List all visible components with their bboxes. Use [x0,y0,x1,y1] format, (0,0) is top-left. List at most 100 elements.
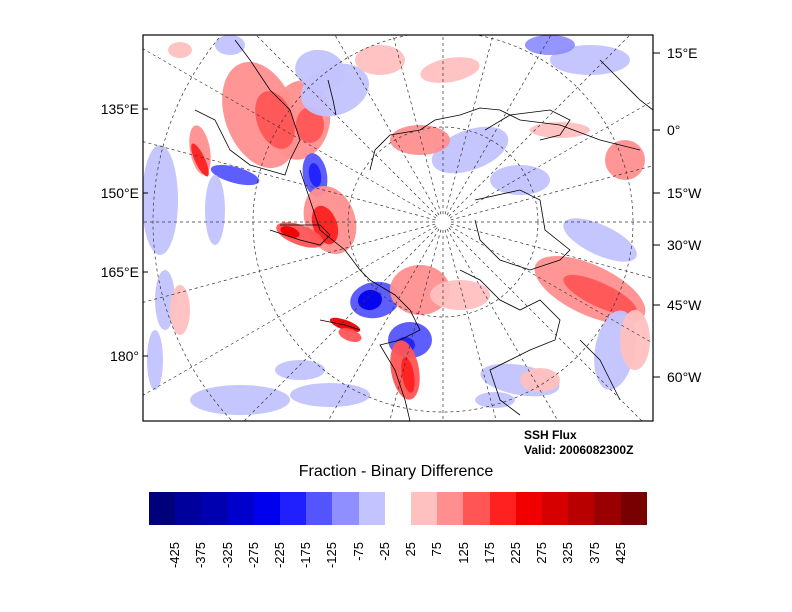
colorbar-swatch [280,492,307,525]
colorbar-swatch [542,492,569,525]
colorbar-tick-label: -425 [167,542,183,569]
colorbar [149,492,647,525]
colorbar-swatch [332,492,359,525]
meridian-line [446,35,552,216]
lon-label-left: 180° [110,348,139,364]
field-contour-patch [563,274,637,316]
colorbar-swatch [568,492,595,525]
colorbar-tick-label: -325 [219,542,235,569]
coastline [484,109,571,141]
colorbar-tick-label: -75 [350,542,366,561]
coastline [299,169,421,421]
colorbar-tick-label: 275 [534,542,550,564]
map-frame [142,34,654,422]
colorbar-swatch [620,492,647,525]
colorbar-swatch [463,492,490,525]
field-contour-patch [168,42,192,58]
field-contour-patch [215,35,245,55]
colorbar-tick-label: 425 [612,542,628,564]
field-contour-patch [295,49,345,91]
meridian-line [143,141,436,221]
colorbar-swatch [253,492,281,525]
coastline [369,107,641,171]
field-contour-patch [358,289,382,311]
lat-lon-grid [143,35,653,421]
coastline [459,269,561,416]
lon-label-left: 135°E [100,101,139,117]
colorbar-tick-label: 325 [560,542,576,564]
colorbar-swatch [411,492,438,525]
lon-label-right: 45°W [667,297,702,313]
field-contour-patch [191,143,209,177]
meridian-line [448,35,631,217]
lon-label-right: 15°W [667,185,702,201]
colorbar-tick-label: -275 [245,542,261,569]
colorbar-tick-label: -375 [193,542,209,569]
parallel-circle [152,35,232,421]
lon-label-left: 165°E [100,264,139,280]
field-contour-patch [205,175,225,245]
colorbar-tick-label: 75 [429,542,445,557]
colorbar-swatch [515,492,543,525]
coastline [599,59,653,111]
coastline [474,189,571,271]
field-contour-patch [525,35,575,55]
colorbar-swatch [227,492,254,525]
field-contour-patch [401,357,415,393]
colorbar-swatch [306,492,333,525]
field-contour-patch [520,368,560,392]
parallel-circle [252,35,634,413]
plot-valid-time: Valid: 2006082300Z [524,443,634,457]
field-contour-patch [255,91,295,149]
colorbar-tick-label: -125 [324,542,340,569]
coastline [194,39,301,176]
lon-label-right: 30°W [667,237,702,253]
meridian-line [450,223,653,279]
meridian-line [446,228,559,421]
colorbar-tick-label: -25 [376,542,392,561]
field-contour-patch [190,385,290,415]
coastlines [194,39,653,421]
field-contour-patch [490,165,550,195]
meridian-line [143,48,437,219]
field-contour-patch [355,45,405,75]
colorbar-tick-label: 125 [455,542,471,564]
field-contour-patch [155,270,175,330]
colorbar-swatch [201,492,228,525]
colorbar-swatch [358,492,385,525]
field-contour-patch [430,280,490,310]
meridian-line [255,35,438,217]
colorbar-tick-label: 25 [403,542,419,557]
colorbar-tick-label: -175 [298,542,314,569]
field-contour-patch [530,122,590,138]
coastline [327,79,337,116]
colorbar-title: Fraction - Binary Difference [298,463,494,480]
coastline [579,339,621,401]
colorbar-swatch [437,492,464,525]
field-contour-patch [290,383,370,407]
field-contour-patch [550,45,630,75]
field-contour-patch [563,218,637,262]
colorbar-tick-label: 225 [507,542,523,564]
colorbar-swatch [594,492,621,525]
field-contour-patch [431,126,509,174]
colorbar-tick-label: -225 [272,542,288,569]
meridian-line [450,165,653,221]
lon-label-right: 60°W [667,369,702,385]
field-contour-patch [338,328,362,342]
field-contour-patch [143,145,178,255]
meridian-line [392,35,442,215]
coastline [269,224,331,246]
plot-title-variable: SSH Flux [524,428,577,442]
field-contour-patch [475,392,515,408]
field-contour-patch [296,107,324,143]
coastline [319,319,361,331]
meridian-line [334,35,440,216]
colorbar-swatch [149,492,176,525]
meridian-line [143,225,437,396]
colorbar-swatch [384,492,412,525]
meridian-line [444,35,494,215]
colorbar-tick-label: 375 [586,542,602,564]
lon-label-left: 150°E [100,185,139,201]
